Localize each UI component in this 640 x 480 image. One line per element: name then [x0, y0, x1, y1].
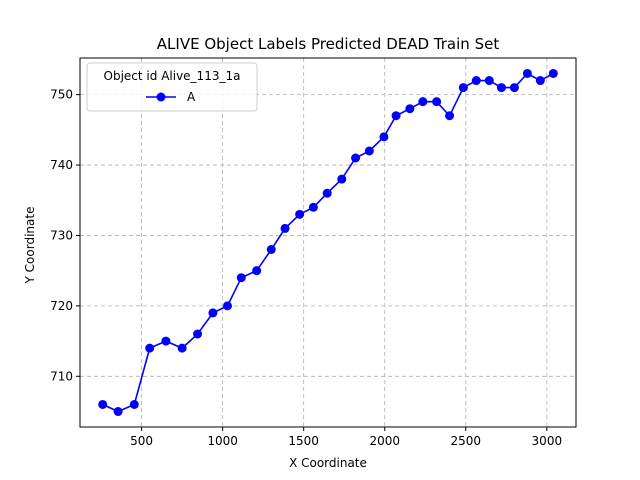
- data-point: [522, 68, 532, 78]
- x-tick-label: 1500: [288, 434, 319, 448]
- data-point: [295, 209, 305, 219]
- data-point: [252, 266, 262, 276]
- data-point: [322, 188, 332, 198]
- y-tick-label: 710: [50, 369, 73, 383]
- y-tick-label: 720: [50, 299, 73, 313]
- axis-ticks: 500 1000 1500 2000 2500 3000 710 720 730 740 750: [50, 88, 562, 448]
- x-tick-label: 2000: [369, 434, 400, 448]
- data-point: [496, 83, 506, 93]
- data-point: [236, 273, 246, 283]
- chart-title: ALIVE Object Labels Predicted DEAD Train…: [157, 35, 500, 53]
- data-point: [98, 399, 108, 409]
- data-point: [458, 83, 468, 93]
- data-point: [337, 174, 347, 184]
- data-point: [145, 343, 155, 353]
- legend-title: Object id Alive_113_1a: [104, 69, 241, 83]
- data-point: [364, 146, 374, 156]
- data-point: [405, 104, 415, 114]
- data-point: [351, 153, 361, 163]
- data-point: [193, 329, 203, 339]
- x-tick-label: 3000: [532, 434, 563, 448]
- x-axis-label: X Coordinate: [289, 456, 367, 470]
- data-point: [161, 336, 171, 346]
- data-point: [432, 97, 442, 107]
- data-point: [223, 301, 233, 311]
- legend-box: [86, 62, 258, 112]
- data-point: [548, 68, 558, 78]
- data-point: [266, 245, 276, 255]
- data-point: [280, 223, 290, 233]
- data-point: [379, 132, 389, 142]
- data-point: [418, 97, 428, 107]
- y-axis-label: Y Coordinate: [23, 207, 37, 285]
- x-tick-label: 2500: [451, 434, 482, 448]
- data-point: [113, 407, 123, 417]
- legend: Object id Alive_113_1a A: [86, 62, 258, 112]
- data-point: [535, 76, 545, 86]
- y-tick-label: 750: [50, 88, 73, 102]
- x-tick-label: 500: [130, 434, 153, 448]
- series-layer: [98, 68, 558, 417]
- series-line: [102, 72, 554, 413]
- x-tick-label: 1000: [207, 434, 238, 448]
- data-point: [391, 111, 401, 121]
- plot-frame: [79, 57, 577, 428]
- y-tick-label: 740: [50, 158, 73, 172]
- data-point: [509, 83, 519, 93]
- legend-marker-swatch: [156, 92, 166, 102]
- legend-entry-label: A: [187, 90, 196, 104]
- data-point: [129, 399, 139, 409]
- data-point: [177, 343, 187, 353]
- data-point: [445, 111, 455, 121]
- grid-lines: [80, 58, 576, 427]
- data-point: [484, 76, 494, 86]
- data-point: [471, 76, 481, 86]
- y-tick-label: 730: [50, 228, 73, 242]
- data-point: [308, 202, 318, 212]
- data-point: [208, 308, 218, 318]
